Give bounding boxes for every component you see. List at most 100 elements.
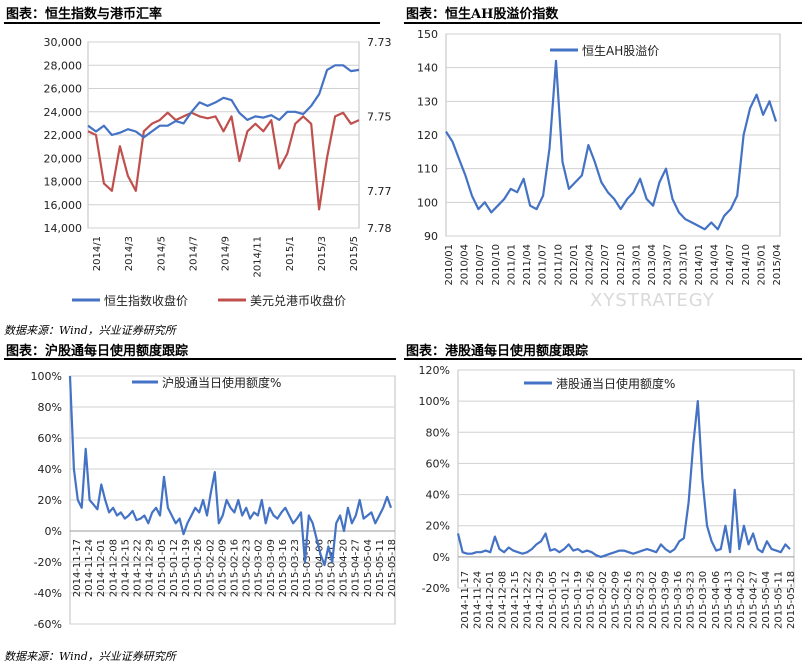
title-underline xyxy=(4,22,380,24)
x-tick-label: 2015-02-09 xyxy=(610,571,621,629)
x-tick-label: 2015-04-20 xyxy=(736,571,747,629)
x-tick-label: 2015-03-02 xyxy=(254,539,265,597)
y-tick-label: 100% xyxy=(31,370,62,383)
x-tick-label: 2012/10 xyxy=(616,244,627,286)
y-tick-label: 30,000 xyxy=(44,36,83,49)
x-tick-label: 2015-01-05 xyxy=(157,539,168,597)
x-tick-label: 2015/04 xyxy=(772,244,783,286)
series-line-hsi xyxy=(87,64,360,139)
y-tick-label: 120 xyxy=(417,129,438,142)
x-tick-label: 2015-03-30 xyxy=(302,539,313,597)
title-underline xyxy=(404,22,802,24)
legend-label: 沪股通当日使用额度% xyxy=(162,375,281,390)
y-tick-label: 60% xyxy=(426,457,450,470)
x-tick-label: 2015-03-16 xyxy=(278,539,289,597)
x-tick-label: 2015-01-05 xyxy=(548,571,559,629)
y-tick-label: 14,000 xyxy=(44,222,83,235)
x-tick-label: 2015-05-11 xyxy=(375,539,386,597)
chart-ah-premium: 150 140 130 120 110 100 90 2010/01 2010/04 2010/0… xyxy=(417,28,783,286)
series-line-hk-quota xyxy=(456,400,791,559)
y-tick-label: 80% xyxy=(38,401,62,414)
x-tick-label: 2015-02-23 xyxy=(636,571,647,629)
x-tick-label: 2015-01-12 xyxy=(560,571,571,629)
y-tick-label: 100 xyxy=(417,196,438,209)
x-tick-label: 2015-03-23 xyxy=(686,571,697,629)
x-tick-label: 2015-04-13 xyxy=(723,571,734,629)
x-tick-label: 2015-02-02 xyxy=(205,539,216,597)
x-tick-label: 2015-05-11 xyxy=(773,571,784,629)
y-tick-label: 20% xyxy=(426,520,450,533)
x-tick-label: 2014-12-08 xyxy=(108,539,119,597)
x-tick-label: 2014/10 xyxy=(741,244,752,286)
legend-label: 港股通当日使用额度% xyxy=(556,376,675,391)
x-tick-label: 2014/7 xyxy=(188,236,199,271)
title-underline xyxy=(404,358,802,360)
x-tick-label: 2014/11 xyxy=(253,236,264,278)
x-tick-label: 2015-01-26 xyxy=(193,539,204,597)
x-tick-label: 2015-01-19 xyxy=(181,539,192,597)
x-tick-label: 2015-02-16 xyxy=(623,571,634,629)
x-tick-label: 2014/3 xyxy=(124,236,135,271)
x-tick-label: 2012/07 xyxy=(600,244,611,286)
x-tick-label: 2015-04-06 xyxy=(711,571,722,629)
y-tick-label: 40% xyxy=(426,489,450,502)
x-tick-label: 2014/9 xyxy=(221,236,232,271)
x-tick-label: 2014-11-24 xyxy=(84,539,95,597)
x-tick-label: 2015-03-16 xyxy=(673,571,684,629)
x-tick-label: 2014-12-01 xyxy=(96,539,107,597)
x-tick-label: 2015-04-20 xyxy=(339,539,350,597)
chart-title-shanghai-connect: 图表：沪股通每日使用额度跟踪 xyxy=(6,344,189,359)
y-tick-label: 0% xyxy=(45,525,62,538)
x-tick-label: 2015-03-23 xyxy=(290,539,301,597)
y-tick-label: -20% xyxy=(34,556,62,569)
y2-tick-label: 7.75 xyxy=(367,110,392,123)
y-tick-label: 0% xyxy=(433,551,450,564)
x-tick-label: 2015-05-18 xyxy=(786,571,797,629)
x-tick-label: 2014-12-22 xyxy=(523,571,534,629)
legend-label: 恒生AH股溢价 xyxy=(582,44,659,58)
x-tick-label: 2014-11-17 xyxy=(72,539,83,597)
x-tick-label: 2013/01 xyxy=(631,244,642,286)
x-tick-label: 2010/04 xyxy=(460,244,471,286)
x-tick-label: 2014-12-29 xyxy=(145,539,156,597)
x-tick-label: 2015-02-23 xyxy=(242,539,253,597)
y-tick-label: -60% xyxy=(34,618,62,631)
y2-tick-label: 7.78 xyxy=(367,222,392,235)
y2-tick-label: 7.73 xyxy=(367,36,392,49)
y-tick-label: 24,000 xyxy=(44,106,83,119)
y-tick-label: -20% xyxy=(422,582,450,595)
chart-shanghai-connect: 100% 80% 60% 40% 20% 0% -20% -40% -60% 2014-11-17… xyxy=(31,370,398,631)
y-tick-label: 120% xyxy=(419,364,450,377)
x-tick-label: 2015-04-27 xyxy=(748,571,759,629)
x-tick-label: 2015-01-12 xyxy=(169,539,180,597)
x-tick-label: 2015-04-06 xyxy=(314,539,325,597)
x-tick-label: 2011/01 xyxy=(506,244,517,286)
x-tick-label: 2014-12-08 xyxy=(498,571,509,629)
y-tick-label: 20% xyxy=(38,494,62,507)
x-tick-label: 2012/04 xyxy=(585,244,596,286)
source-note-bottom: 数据来源：Wind，兴业证券研究所 xyxy=(4,650,176,663)
watermark-text: XYSTRATEGY xyxy=(590,290,715,311)
y-tick-label: 150 xyxy=(417,28,438,41)
x-tick-label: 2015-05-04 xyxy=(363,539,374,597)
x-tick-label: 2010/07 xyxy=(475,244,486,286)
x-tick-label: 2015-03-30 xyxy=(698,571,709,629)
x-tick-label: 2014-12-15 xyxy=(510,571,521,629)
x-tick-label: 2014/01 xyxy=(694,244,705,286)
x-tick-label: 2015-03-09 xyxy=(266,539,277,597)
x-tick-label: 2014-12-29 xyxy=(535,571,546,629)
series-line-shanghai-quota xyxy=(68,375,393,567)
legend-label: 美元兑港币收盘价 xyxy=(250,293,346,308)
plot-frame xyxy=(457,369,795,589)
legend-label: 恒生指数收盘价 xyxy=(104,293,188,308)
y-tick-label: 130 xyxy=(417,95,438,108)
x-tick-label: 2011/10 xyxy=(553,244,564,286)
x-tick-label: 2014-12-01 xyxy=(485,571,496,629)
chart-title-hsi-fx: 图表：恒生指数与港币汇率 xyxy=(6,7,163,22)
x-tick-label: 2015-03-02 xyxy=(648,571,659,629)
y-tick-label: 100% xyxy=(419,395,450,408)
y-tick-label: 20,000 xyxy=(44,152,83,165)
x-tick-label: 2012/01 xyxy=(569,244,580,286)
x-tick-label: 2015-05-18 xyxy=(387,539,398,597)
